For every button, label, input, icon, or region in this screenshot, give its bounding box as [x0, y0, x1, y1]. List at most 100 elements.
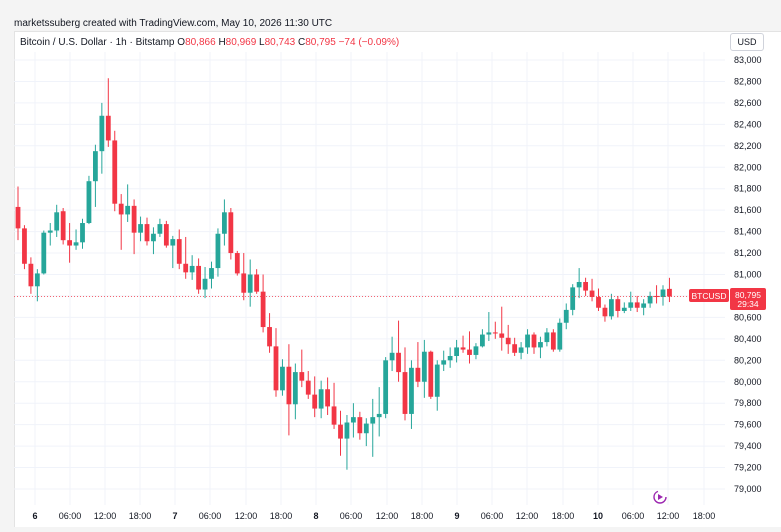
candle: [505, 324, 511, 354]
candle-body: [602, 307, 608, 317]
y-tick-label: 81,200: [734, 248, 762, 258]
candle: [602, 304, 608, 322]
candle: [247, 259, 253, 307]
candle: [370, 398, 376, 457]
candle-body: [118, 203, 124, 215]
candle-body: [383, 360, 389, 414]
candle: [338, 410, 343, 456]
candle: [383, 357, 389, 419]
x-tick-label: 9: [454, 511, 459, 521]
candle: [305, 371, 311, 399]
candle-body: [480, 334, 485, 347]
candle: [402, 347, 408, 421]
candle-body: [157, 224, 163, 234]
y-tick-label: 82,000: [734, 162, 762, 172]
y-tick-label: 80,000: [734, 377, 762, 387]
candle-body: [273, 346, 279, 391]
change-value: −74 (−0.09%): [338, 37, 400, 48]
candle-body: [589, 290, 595, 298]
candle-body: [434, 364, 440, 397]
candle-body: [396, 352, 401, 373]
candle: [641, 299, 647, 316]
candle: [647, 291, 653, 308]
candle: [570, 284, 576, 316]
y-tick-label: 82,400: [734, 119, 762, 129]
price-badge: [730, 288, 766, 310]
candle-body: [570, 287, 576, 310]
candle-body: [660, 289, 666, 298]
x-tick-label: 10: [593, 511, 603, 521]
candle: [138, 216, 143, 242]
close-value: 80,795: [305, 37, 336, 48]
candle-body: [73, 242, 79, 246]
candle-body: [228, 212, 234, 254]
candle: [544, 328, 550, 347]
candle-body: [241, 273, 247, 293]
candle: [596, 288, 601, 311]
candle: [467, 331, 472, 364]
candle: [170, 235, 176, 269]
candle: [331, 382, 337, 429]
candle-body: [492, 332, 498, 334]
candle-body: [318, 389, 324, 409]
candle: [512, 337, 518, 357]
x-tick-label: 18:00: [129, 511, 152, 521]
candle-body: [499, 333, 505, 338]
candle: [144, 217, 150, 246]
y-axis: 83,000 82,800 82,600 82,400 82,200 82,000 81,8…: [734, 55, 762, 494]
candle: [222, 199, 227, 246]
candle: [151, 227, 156, 255]
candle: [34, 269, 40, 302]
candle-body: [28, 263, 34, 287]
candle: [215, 228, 221, 277]
candle-body: [525, 334, 530, 348]
last-price-tag: BTCUSD 80,795 29:34: [689, 288, 766, 310]
candle-body: [151, 233, 156, 242]
candle: [660, 285, 666, 306]
candle-body: [176, 239, 182, 264]
candle: [41, 230, 47, 275]
candle: [447, 347, 453, 368]
candle: [357, 411, 363, 440]
candle-body: [338, 424, 343, 439]
x-tick-label: 7: [172, 511, 177, 521]
candle-body: [125, 205, 131, 215]
chart-credit: marketssuberg created with TradingView.c…: [14, 18, 333, 29]
x-tick-label: 06:00: [481, 511, 504, 521]
y-tick-label: 79,000: [734, 484, 762, 494]
candle-body: [518, 347, 524, 353]
candle-body: [183, 263, 189, 273]
replay-icon[interactable]: [653, 490, 667, 504]
candle-body: [531, 334, 537, 348]
candle-body: [615, 299, 621, 311]
candle-body: [596, 297, 601, 308]
currency-button[interactable]: USD: [730, 33, 764, 51]
high-key: H: [218, 37, 226, 48]
candle-body: [538, 342, 543, 348]
candle: [376, 387, 382, 437]
x-tick-label: 12:00: [235, 511, 258, 521]
candle-body: [576, 282, 582, 288]
y-tick-label: 82,800: [734, 76, 762, 86]
candle-body: [312, 394, 318, 409]
candle-body: [454, 347, 459, 357]
candle: [396, 320, 401, 382]
candle-body: [267, 327, 272, 347]
candle: [460, 335, 466, 353]
candle: [563, 303, 569, 330]
candle-body: [402, 372, 408, 414]
candle: [183, 236, 189, 279]
candle-body: [609, 299, 614, 317]
candle-body: [234, 253, 240, 274]
candle: [93, 144, 98, 207]
candle-body: [189, 265, 195, 273]
candle-body: [41, 232, 47, 274]
candle-body: [544, 332, 550, 343]
candle-body: [209, 268, 214, 279]
open-key: O: [177, 37, 186, 48]
candle: [480, 329, 485, 348]
candle: [254, 269, 260, 294]
x-tick-label: 18:00: [693, 511, 716, 521]
candle: [531, 332, 537, 354]
